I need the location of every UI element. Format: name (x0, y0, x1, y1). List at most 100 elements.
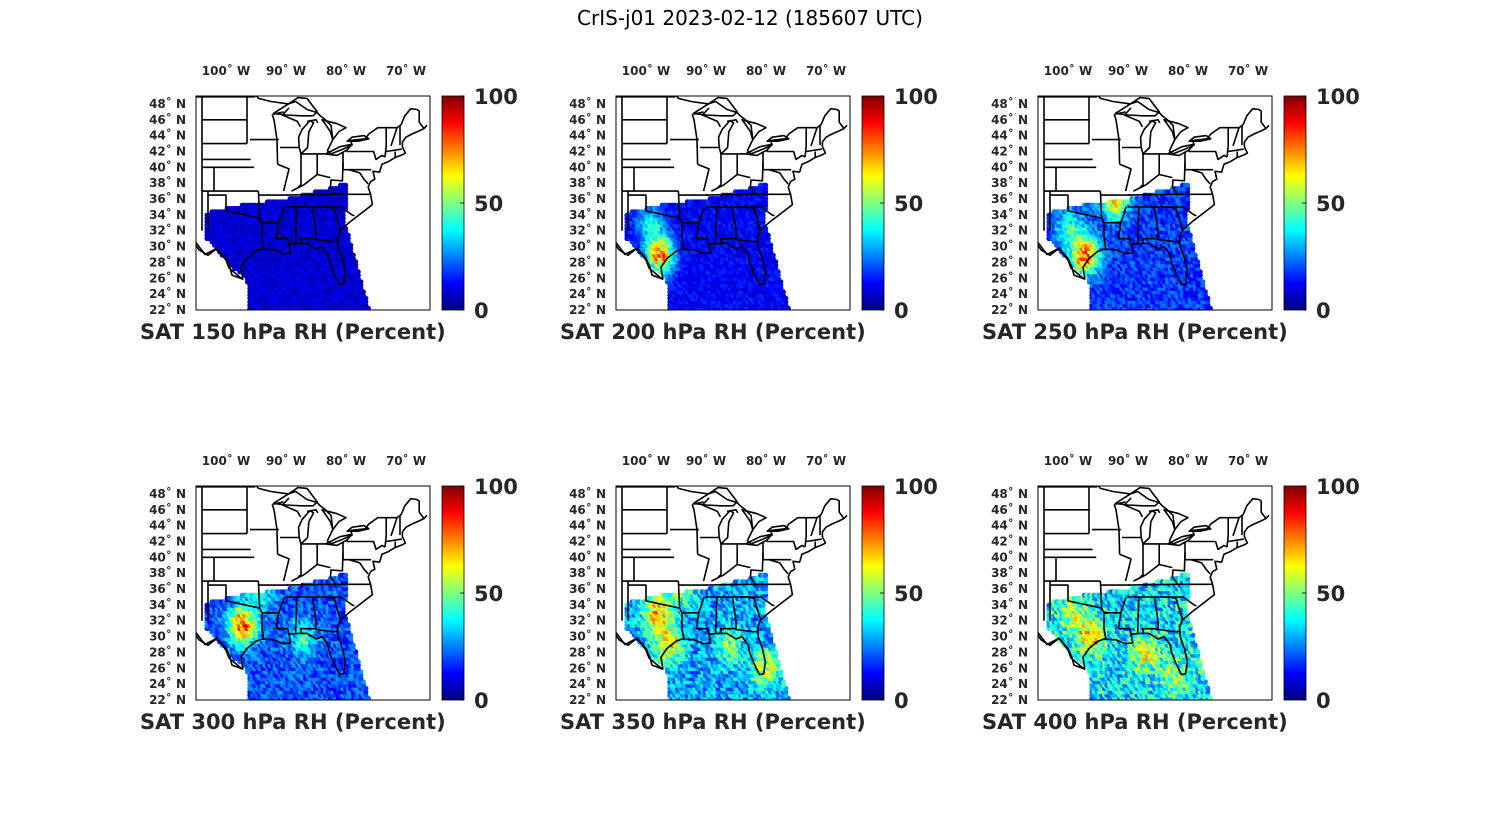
latitude-tick-label: 38˚ N (569, 175, 606, 190)
state-border (278, 206, 285, 224)
latitude-tick-label: 36˚ N (149, 191, 186, 206)
great-lake (297, 119, 315, 155)
state-border (277, 163, 290, 192)
colorbar-tick-label: 50 (474, 192, 503, 216)
latitude-tick-label: 32˚ N (569, 223, 606, 238)
state-border (346, 149, 386, 161)
great-lake (744, 143, 773, 157)
state-border (296, 206, 317, 244)
state-border (285, 193, 371, 196)
latitude-tick-label: 38˚ N (149, 175, 186, 190)
state-border (810, 127, 818, 147)
latitude-tick-label: 36˚ N (569, 191, 606, 206)
state-border (717, 153, 722, 188)
map-area (616, 96, 850, 310)
state-border (628, 194, 680, 219)
state-border (740, 206, 775, 217)
rh-point (343, 182, 349, 188)
mexico-border (616, 244, 663, 280)
great-lake (272, 96, 318, 117)
latitude-tick-label: 44˚ N (569, 128, 606, 143)
state-border (697, 163, 710, 192)
state-border (698, 206, 705, 224)
latitude-tick-label: 32˚ N (149, 223, 186, 238)
state-border (320, 206, 355, 217)
panel-title: SAT 150 hPa RH (Percent) (140, 320, 446, 344)
latitude-tick-label: 42˚ N (569, 143, 606, 158)
coastline (196, 124, 428, 286)
great-lake (324, 143, 353, 157)
latitude-tick-label: 44˚ N (149, 128, 186, 143)
map-area (1038, 96, 1272, 310)
state-border (716, 206, 737, 244)
latitude-tick-label: 40˚ N (149, 159, 186, 174)
state-border (691, 113, 699, 165)
state-border (329, 162, 344, 195)
great-lake (741, 119, 767, 141)
state-border (711, 173, 751, 192)
great-lake (766, 134, 790, 142)
longitude-tick-label: 80˚ W (746, 63, 786, 78)
map-panel: 100˚ W 90˚ W 80˚ W 70˚ W 48˚ N 46˚ N 44˚ N 42˚ … (560, 60, 960, 380)
panel-title: SAT 200 hPa RH (Percent) (560, 320, 866, 344)
map-area (196, 96, 430, 310)
state-border (262, 222, 290, 246)
state-border (281, 107, 302, 128)
state-border (271, 113, 279, 165)
state-border (315, 238, 338, 243)
longitude-tick-label: 80˚ W (326, 63, 366, 78)
figure-title: CrIS-j01 2023-02-12 (185607 UTC) (577, 6, 923, 30)
latitude-tick-label: 30˚ N (149, 239, 186, 254)
state-border (682, 222, 710, 246)
state-border (766, 149, 806, 161)
map-panel: 100˚ W 90˚ W 80˚ W 70˚ W 48˚ N 46˚ N 44˚ N 42˚ … (140, 60, 540, 380)
colorbar-tick-label: 0 (474, 299, 489, 323)
state-border (804, 127, 807, 158)
latitude-tick-label: 22˚ N (149, 302, 186, 317)
latitude-tick-label: 26˚ N (149, 270, 186, 285)
latitude-tick-label: 46˚ N (569, 112, 606, 127)
state-border (291, 173, 331, 192)
longitude-tick-label: 100˚ W (202, 63, 250, 78)
latitude-tick-label: 34˚ N (569, 207, 606, 222)
latitude-tick-label: 22˚ N (569, 302, 606, 317)
latitude-tick-label: 24˚ N (149, 286, 186, 301)
state-border (678, 217, 685, 250)
state-border (297, 153, 302, 188)
colorbar-tick-label: 50 (894, 192, 923, 216)
state-border (768, 168, 789, 185)
longitude-tick-label: 90˚ W (686, 63, 726, 78)
rh-point (763, 182, 769, 188)
latitude-tick-label: 48˚ N (149, 96, 186, 111)
great-lake (692, 96, 738, 117)
great-lake (717, 119, 735, 155)
latitude-tick-label: 30˚ N (569, 239, 606, 254)
state-border (749, 162, 764, 195)
longitude-tick-label: 100˚ W (622, 63, 670, 78)
longitude-tick-label: 70˚ W (386, 63, 426, 78)
colorbar-tick-label: 100 (474, 85, 518, 109)
colorbar-tick-label: 100 (894, 85, 938, 109)
latitude-tick-label: 24˚ N (569, 286, 606, 301)
latitude-tick-label: 46˚ N (149, 112, 186, 127)
state-border (735, 238, 758, 243)
map-svg: 100˚ W 90˚ W 80˚ W 70˚ W48˚ N46˚ N44˚ N42˚ … (991, 63, 1360, 323)
mexico-border (196, 244, 243, 280)
state-border (208, 194, 260, 219)
map-frame (615, 95, 851, 311)
great-lake (321, 119, 347, 141)
state-border (705, 206, 718, 244)
map-frame (195, 95, 431, 311)
state-border (806, 148, 822, 153)
colorbar-tick-label: 0 (894, 299, 909, 323)
state-border (705, 193, 791, 196)
coastline (616, 124, 848, 286)
state-border (390, 127, 398, 147)
map-svg: 100˚ W 90˚ W 80˚ W 70˚ W48˚ N46˚ N44˚ N42˚ … (149, 63, 518, 323)
map-outlines (616, 96, 848, 286)
state-border (285, 206, 298, 244)
state-border (384, 127, 387, 158)
state-border (258, 217, 265, 250)
latitude-tick-label: 34˚ N (149, 207, 186, 222)
longitude-tick-label: 90˚ W (266, 63, 306, 78)
